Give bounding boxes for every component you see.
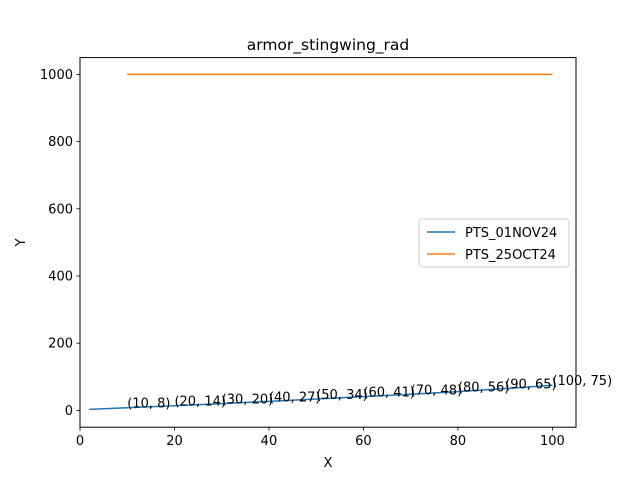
- legend-label: PTS_25OCT24: [465, 248, 556, 263]
- x-axis: 0 20 40 60 80 100: [76, 427, 565, 449]
- data-label: (50, 34): [316, 388, 368, 403]
- x-tick-label: 80: [450, 434, 467, 449]
- x-axis-label: X: [324, 456, 333, 471]
- legend: PTS_01NOV24 PTS_25OCT24: [418, 218, 570, 268]
- y-axis-label: Y: [14, 238, 29, 247]
- axes-frame: [79, 57, 577, 428]
- y-tick-label: 400: [48, 270, 73, 285]
- data-label: (10, 8): [127, 397, 170, 412]
- x-tick-label: 60: [355, 434, 372, 449]
- y-tick-label: 800: [48, 135, 73, 150]
- data-label: (40, 27): [269, 390, 321, 405]
- data-label: (80, 56): [458, 381, 510, 396]
- data-label: (30, 20): [222, 393, 274, 408]
- data-label: (100, 75): [552, 374, 612, 389]
- data-label: (90, 65): [505, 378, 557, 393]
- plot-area: (10, 8) (20, 14)(30, 20)(40, 27)(50, 34)(…: [89, 73, 612, 412]
- data-label: (60, 41): [363, 386, 415, 401]
- legend-label: PTS_01NOV24: [465, 226, 557, 241]
- y-tick-label: 1000: [40, 68, 73, 83]
- y-tick-label: 200: [48, 337, 73, 352]
- data-label: (20, 14): [174, 395, 226, 410]
- y-tick-label: 600: [48, 202, 73, 217]
- x-tick-label: 40: [261, 434, 278, 449]
- x-tick-label: 20: [166, 434, 183, 449]
- y-tick-label: 0: [65, 404, 73, 419]
- legend-box: [418, 218, 570, 268]
- x-tick-label: 0: [76, 434, 84, 449]
- chart-title: armor_stingwing_rad: [247, 36, 410, 55]
- data-label: (70, 48): [411, 383, 463, 398]
- x-tick-label: 100: [540, 434, 565, 449]
- y-axis: 0 200 400 600 800 1000: [40, 68, 80, 419]
- series-line-pts_01nov24: [89, 384, 553, 411]
